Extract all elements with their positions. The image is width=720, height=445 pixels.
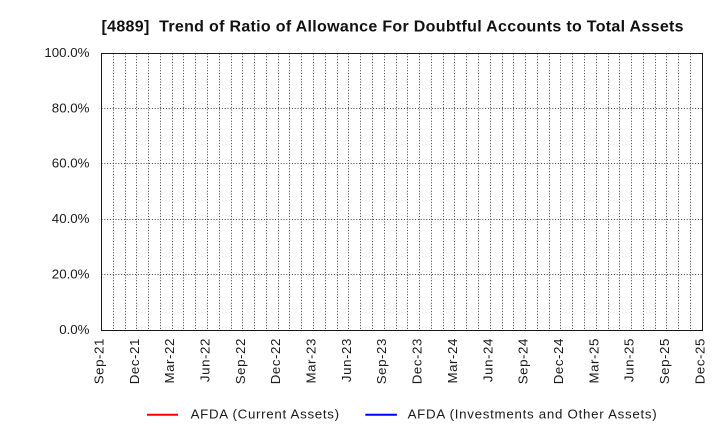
svg-text:Jun-23: Jun-23 [339, 338, 354, 382]
svg-text:Sep-24: Sep-24 [516, 338, 531, 384]
svg-text:Sep-25: Sep-25 [657, 338, 672, 384]
svg-text:80.0%: 80.0% [52, 100, 90, 115]
svg-text:Jun-24: Jun-24 [480, 338, 495, 382]
svg-text:20.0%: 20.0% [52, 266, 90, 281]
svg-text:Sep-23: Sep-23 [374, 338, 389, 384]
svg-text:Dec-23: Dec-23 [410, 338, 425, 384]
svg-text:Jun-25: Jun-25 [622, 338, 637, 382]
svg-text:Jun-22: Jun-22 [198, 338, 213, 382]
svg-text:100.0%: 100.0% [44, 45, 89, 60]
svg-text:[4889] Trend of Ratio of Allo: [4889] Trend of Ratio of Allowance For D… [102, 19, 684, 36]
svg-text:AFDA (Investments and Other As: AFDA (Investments and Other Assets) [408, 407, 658, 422]
svg-text:Mar-25: Mar-25 [586, 338, 601, 383]
svg-text:Sep-22: Sep-22 [233, 338, 248, 384]
svg-text:60.0%: 60.0% [52, 156, 90, 171]
svg-text:40.0%: 40.0% [52, 211, 90, 226]
svg-text:Mar-23: Mar-23 [304, 338, 319, 383]
svg-text:Dec-24: Dec-24 [551, 338, 566, 384]
svg-text:Dec-22: Dec-22 [268, 338, 283, 384]
svg-text:Sep-21: Sep-21 [92, 338, 107, 384]
svg-text:AFDA (Current Assets): AFDA (Current Assets) [191, 407, 340, 422]
svg-text:Mar-22: Mar-22 [162, 338, 177, 383]
svg-text:Dec-21: Dec-21 [127, 338, 142, 384]
svg-text:0.0%: 0.0% [59, 322, 89, 337]
svg-text:Mar-24: Mar-24 [445, 338, 460, 383]
svg-text:Dec-25: Dec-25 [692, 338, 707, 384]
